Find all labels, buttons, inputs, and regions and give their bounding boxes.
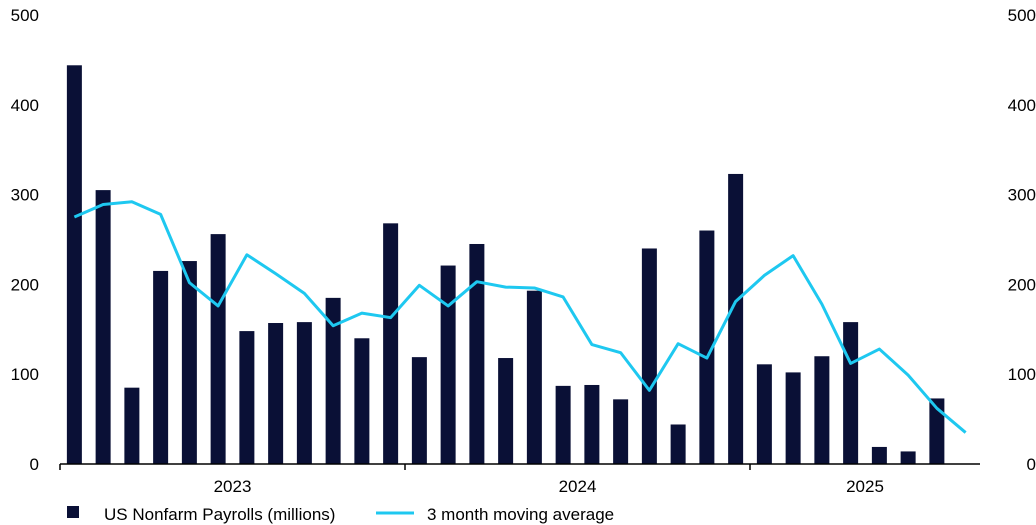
y-tick-label-right: 0 [1027,455,1036,474]
payroll-bar [871,446,887,464]
y-tick-label-right: 400 [1008,96,1036,115]
payroll-bars [66,65,945,465]
legend: US Nonfarm Payrolls (millions) 3 month m… [67,505,614,524]
payroll-bar [296,322,312,464]
payroll-bar [325,297,341,464]
y-tick-label-left: 100 [11,365,39,384]
payroll-bar [699,230,715,464]
payroll-bar [555,385,571,464]
y-tick-label-left: 500 [11,6,39,25]
moving-average-line [73,200,967,434]
x-tick-label: 2024 [559,477,597,496]
payroll-bar [153,270,169,464]
payroll-bar [383,223,399,464]
payroll-bar [929,398,945,464]
payroll-bar [584,384,600,464]
payroll-bar [66,65,82,465]
y-tick-label-left: 300 [11,186,39,205]
y-tick-label-right: 300 [1008,186,1036,205]
payroll-bar [900,451,916,464]
payroll-bar [181,261,197,464]
payroll-bar [268,323,284,464]
legend-line-label: 3 month moving average [427,505,614,524]
payroll-bar [411,357,427,464]
axes: 2023 2024 2025 0 100 200 300 400 500 0 100 200 300 40… [11,6,1036,496]
y-tick-label-right: 200 [1008,275,1036,294]
legend-bar-label: US Nonfarm Payrolls (millions) [104,505,335,524]
payroll-bar [440,265,456,464]
payroll-bar [498,358,514,464]
payroll-bar [526,290,542,464]
legend-bar-swatch [67,506,79,518]
payroll-bar [785,372,801,464]
payroll-bar [670,424,686,464]
payroll-bar [95,190,111,465]
y-tick-label-left: 200 [11,275,39,294]
payroll-bar [469,243,485,464]
y-tick-label-left: 400 [11,96,39,115]
payroll-bar [814,356,830,464]
moving-average-layer [73,200,967,434]
y-tick-label-right: 500 [1008,6,1036,25]
payroll-bar [354,338,370,464]
x-tick-label: 2025 [846,477,884,496]
payroll-bar [239,331,255,464]
payroll-bar [613,399,629,464]
payroll-bar [124,387,140,464]
y-tick-label-right: 100 [1008,365,1036,384]
payroll-bar [728,173,744,465]
x-tick-label: 2023 [214,477,252,496]
y-tick-label-left: 0 [30,455,39,474]
payroll-bar [210,234,226,464]
payroll-bar [843,322,859,464]
payroll-bar [641,248,657,464]
payroll-bar [756,364,772,464]
